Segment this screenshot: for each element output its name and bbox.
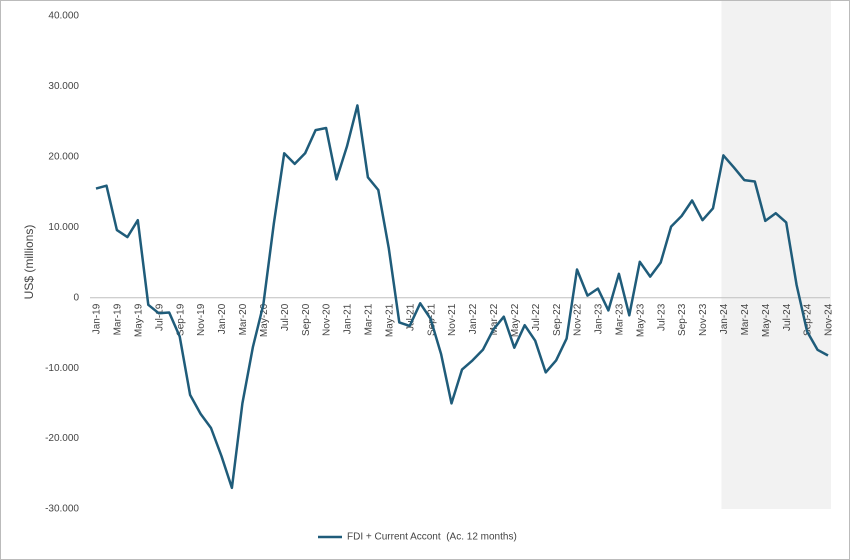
x-tick-label: Mar-24 [740, 303, 751, 335]
x-tick-label: Jul-19 [154, 303, 165, 331]
x-tick-label: Jan-24 [719, 303, 730, 334]
y-tick-label: -30.000 [45, 504, 79, 515]
x-tick-label: Sep-19 [175, 303, 186, 336]
x-tick-label: Nov-23 [698, 303, 709, 336]
y-axis-label: US$ (millions) [22, 225, 36, 300]
x-tick-label: Jan-21 [343, 303, 354, 334]
x-tick-label: Sep-24 [803, 303, 814, 336]
x-tick-label: Sep-23 [677, 303, 688, 336]
x-tick-label: Sep-22 [552, 303, 563, 336]
x-tick-label: Jan-20 [217, 303, 228, 334]
x-tick-label: Mar-23 [614, 303, 625, 335]
x-tick-label: Mar-22 [489, 303, 500, 335]
y-tick-label: 10.000 [48, 222, 79, 233]
x-tick-label: May-23 [635, 303, 646, 337]
y-tick-label: -10.000 [45, 363, 79, 374]
x-tick-label: Nov-21 [447, 303, 458, 336]
line-series [95, 104, 829, 490]
x-tick-label: May-22 [510, 303, 521, 337]
x-tick-label: Jul-21 [405, 303, 416, 331]
x-tick-label: Nov-19 [196, 303, 207, 336]
x-tick-label: Mar-21 [364, 303, 375, 335]
y-tick-label: 0 [73, 292, 79, 303]
x-tick-label: Mar-20 [238, 303, 249, 335]
x-tick-label: May-21 [384, 303, 395, 337]
shaded-region [721, 1, 831, 509]
x-tick-label: May-20 [259, 303, 270, 337]
x-tick-label: Nov-22 [573, 303, 584, 336]
x-tick-label: Jan-19 [92, 303, 103, 334]
x-tick-label: Jan-23 [594, 303, 605, 334]
x-tick-label: Jan-22 [468, 303, 479, 334]
x-tick-label: Nov-20 [322, 303, 333, 336]
y-tick-label: 20.000 [48, 151, 79, 162]
y-tick-label: 30.000 [48, 81, 79, 92]
x-tick-label: Nov-24 [824, 303, 835, 336]
x-tick-label: May-24 [761, 303, 772, 337]
x-tick-label: Jul-24 [782, 303, 793, 331]
x-tick-label: Mar-19 [113, 303, 124, 335]
y-tick-label: 40.000 [48, 11, 79, 22]
x-tick-label: May-19 [133, 303, 144, 337]
legend-label: FDI + Current Accont (Ac. 12 months) [347, 532, 517, 543]
x-tick-label: Jul-20 [280, 303, 291, 331]
x-tick-label: Jul-23 [656, 303, 667, 331]
x-tick-label: Sep-20 [301, 303, 312, 336]
y-tick-label: -20.000 [45, 433, 79, 444]
x-tick-label: Jul-22 [531, 303, 542, 331]
